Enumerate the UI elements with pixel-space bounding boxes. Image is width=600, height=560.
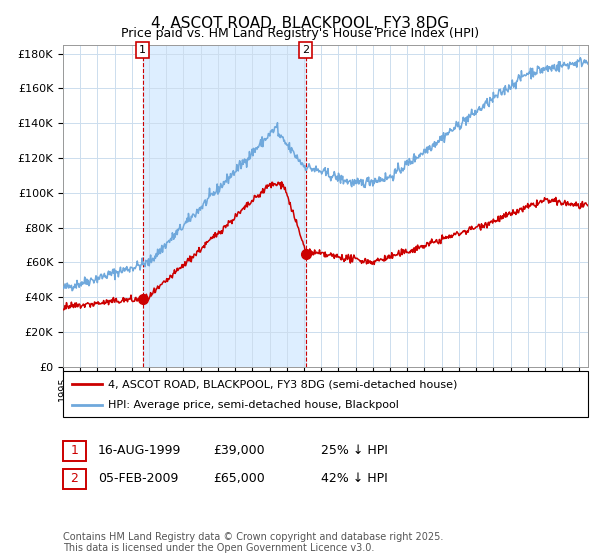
- Text: 2: 2: [302, 45, 309, 55]
- Text: 42% ↓ HPI: 42% ↓ HPI: [321, 472, 388, 486]
- Text: 4, ASCOT ROAD, BLACKPOOL, FY3 8DG (semi-detached house): 4, ASCOT ROAD, BLACKPOOL, FY3 8DG (semi-…: [108, 379, 457, 389]
- Text: 4, ASCOT ROAD, BLACKPOOL, FY3 8DG: 4, ASCOT ROAD, BLACKPOOL, FY3 8DG: [151, 16, 449, 31]
- Text: 2: 2: [70, 472, 79, 486]
- Text: £65,000: £65,000: [213, 472, 265, 486]
- Text: HPI: Average price, semi-detached house, Blackpool: HPI: Average price, semi-detached house,…: [108, 400, 399, 410]
- Text: 05-FEB-2009: 05-FEB-2009: [98, 472, 178, 486]
- Text: 1: 1: [139, 45, 146, 55]
- Text: Contains HM Land Registry data © Crown copyright and database right 2025.
This d: Contains HM Land Registry data © Crown c…: [63, 531, 443, 553]
- Bar: [143, 45, 305, 367]
- Text: 25% ↓ HPI: 25% ↓ HPI: [321, 444, 388, 458]
- Text: 16-AUG-1999: 16-AUG-1999: [98, 444, 181, 458]
- Text: £39,000: £39,000: [213, 444, 265, 458]
- Text: Price paid vs. HM Land Registry's House Price Index (HPI): Price paid vs. HM Land Registry's House …: [121, 27, 479, 40]
- Text: 1: 1: [70, 444, 79, 458]
